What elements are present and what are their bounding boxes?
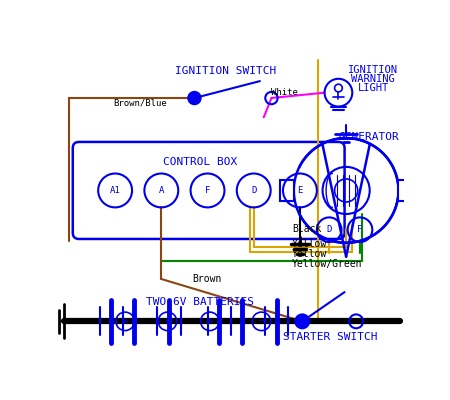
Text: Brown/Blue: Brown/Blue [113, 99, 166, 108]
Text: IGNITION: IGNITION [348, 64, 398, 74]
Text: LIGHT: LIGHT [357, 83, 389, 93]
Text: F: F [205, 186, 210, 195]
Text: F: F [357, 225, 363, 234]
Text: −: − [165, 316, 171, 326]
Text: CONTROL BOX: CONTROL BOX [163, 157, 237, 167]
Text: D: D [251, 186, 256, 195]
FancyBboxPatch shape [280, 180, 294, 201]
FancyBboxPatch shape [399, 180, 412, 201]
Text: Brown: Brown [192, 274, 221, 284]
Text: Yellow: Yellow [292, 239, 328, 249]
FancyBboxPatch shape [73, 142, 345, 239]
Text: A1: A1 [110, 186, 121, 195]
Text: GENERATOR: GENERATOR [339, 132, 400, 142]
Text: White: White [271, 88, 298, 97]
Text: +: + [207, 316, 213, 326]
Text: −: − [258, 316, 264, 326]
Text: Yellow: Yellow [292, 249, 328, 259]
Text: A: A [159, 186, 164, 195]
Text: STARTER SWITCH: STARTER SWITCH [284, 332, 378, 342]
Text: Black: Black [292, 224, 322, 234]
Text: IGNITION SWITCH: IGNITION SWITCH [175, 66, 276, 76]
Text: Yellow/Green: Yellow/Green [292, 258, 363, 269]
Circle shape [295, 314, 309, 328]
Text: WARNING: WARNING [351, 74, 395, 84]
Text: D: D [327, 225, 332, 234]
Text: +: + [122, 316, 128, 326]
Text: TWO 6V BATTERIES: TWO 6V BATTERIES [146, 297, 254, 307]
Circle shape [188, 92, 201, 104]
Text: E: E [297, 186, 302, 195]
